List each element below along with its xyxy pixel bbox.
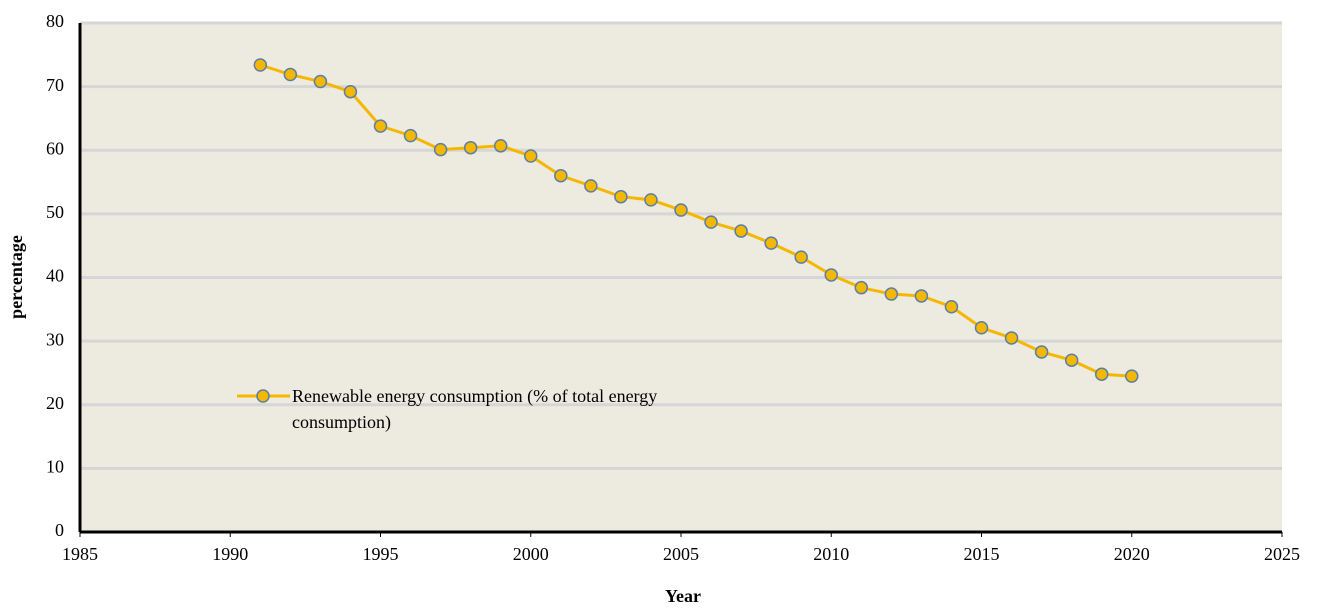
x-tick-label: 2000 [513,544,549,564]
y-tick-label: 0 [55,520,64,540]
marker [944,300,959,314]
marker [1034,345,1049,359]
marker [373,119,388,133]
x-axis-label: Year [665,586,701,606]
marker [343,84,358,99]
marker [283,67,298,82]
y-tick-label: 50 [46,202,64,222]
y-tick-label: 10 [46,457,64,477]
marker [1125,369,1139,383]
marker [914,289,929,303]
x-tick-label: 2005 [663,544,699,564]
marker [524,149,538,163]
marker [884,287,899,301]
marker [253,58,268,72]
legend-marker [256,389,270,403]
y-tick-label: 20 [46,393,64,413]
marker [1064,353,1079,367]
x-tick-label: 1985 [62,544,98,564]
y-tick-label: 70 [46,75,64,95]
marker [1004,331,1019,345]
marker [584,179,598,193]
y-tick-label: 80 [46,11,64,31]
y-tick-label: 30 [46,329,64,349]
marker [734,224,748,238]
marker [313,74,328,89]
x-tick-label: 2020 [1114,544,1150,564]
marker [974,321,989,335]
marker [403,128,418,143]
y-tick-label: 40 [46,266,64,286]
x-tick-label: 2010 [813,544,849,564]
x-tick-label: 1990 [212,544,248,564]
y-axis-label: percentage [6,235,26,319]
marker [854,280,869,295]
marker [794,250,808,264]
marker [674,203,688,217]
marker [704,215,718,229]
x-tick-label: 2015 [964,544,1000,564]
marker [824,268,838,282]
marker [1094,367,1109,381]
marker [433,142,448,157]
marker [614,189,628,204]
x-tick-label: 2025 [1264,544,1300,564]
legend-label: Renewable energy consumption (% of total… [292,386,658,432]
marker [463,140,478,155]
y-tick-label: 60 [46,138,64,158]
marker [764,236,778,250]
marker [493,139,508,153]
marker [554,168,568,183]
marker [644,193,658,207]
x-tick-label: 1995 [363,544,399,564]
